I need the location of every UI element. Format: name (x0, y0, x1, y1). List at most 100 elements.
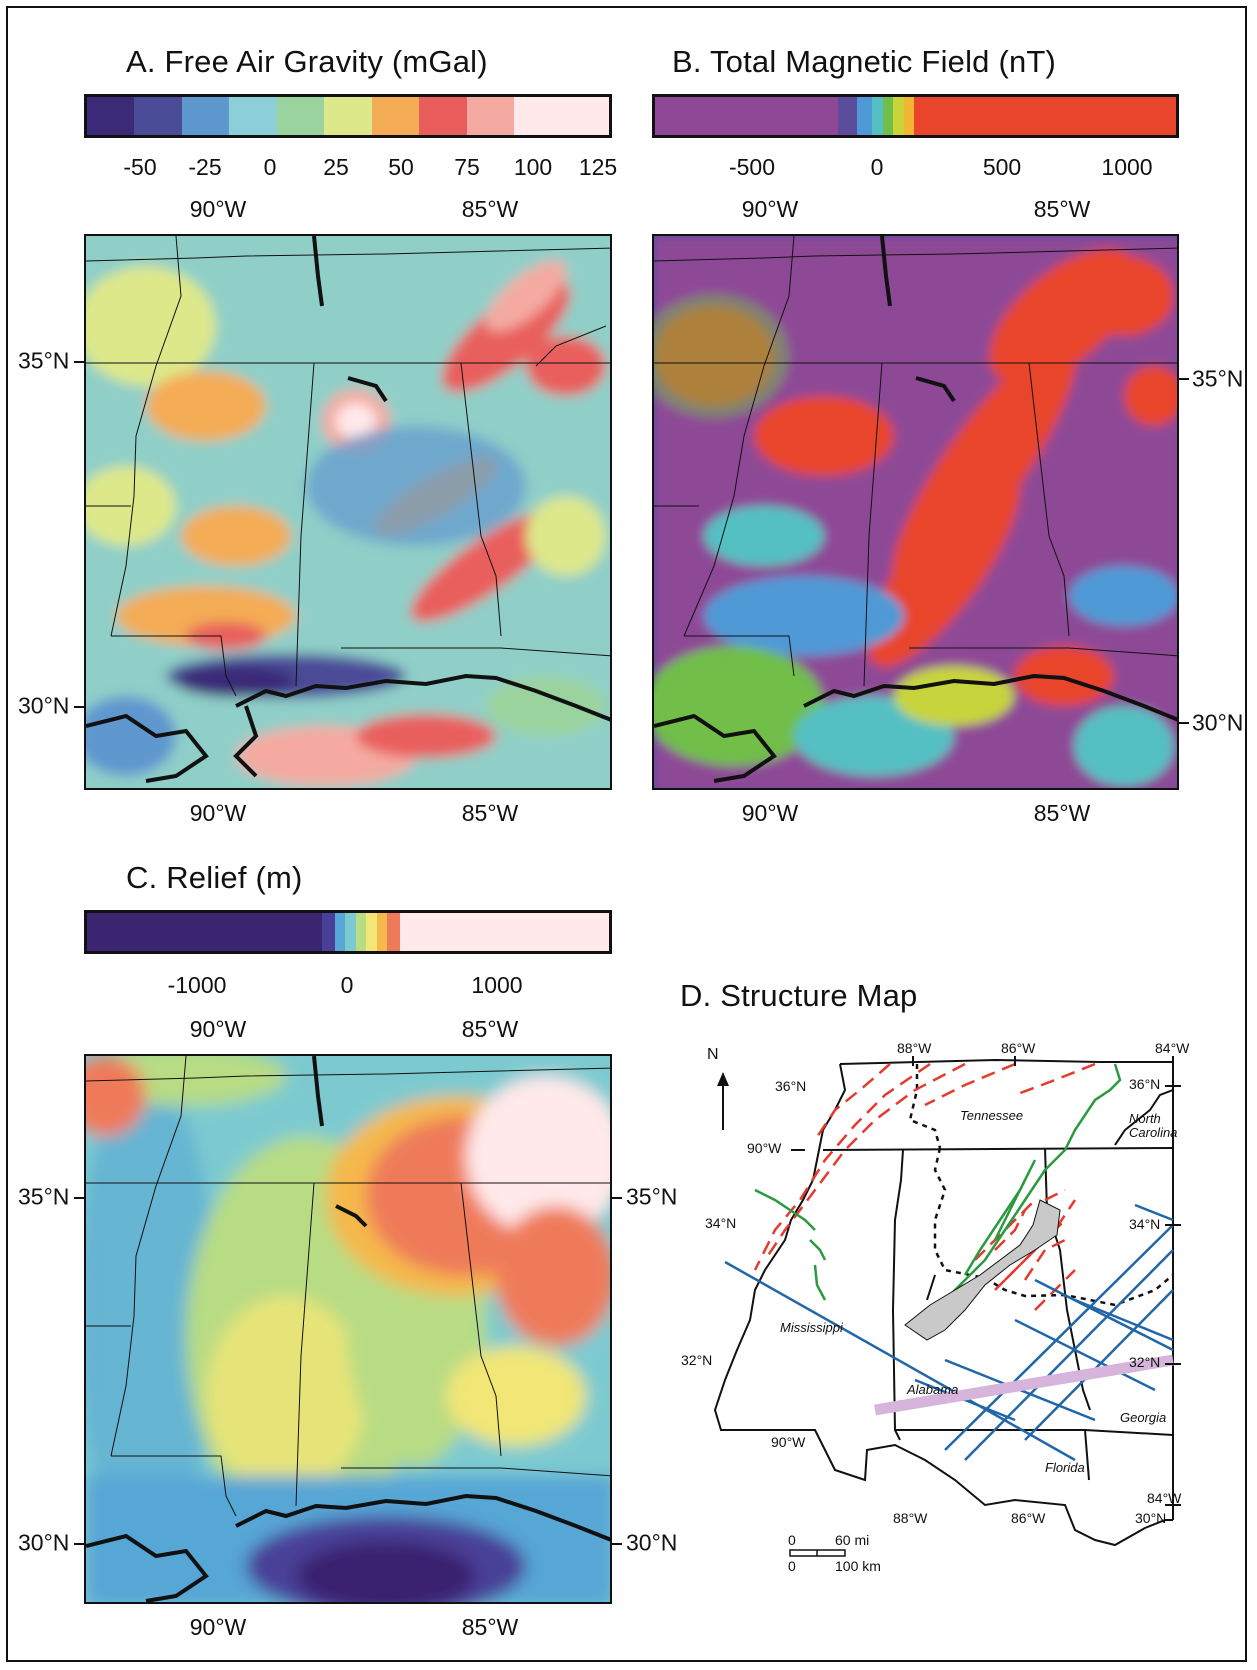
state-label-north-carolina: North Carolina (1129, 1111, 1178, 1140)
lon-label: 90°W (747, 1140, 782, 1156)
state-label-georgia: Georgia (1120, 1410, 1167, 1425)
lon-label-bottom: 90°W (189, 1614, 247, 1640)
gravity-tick: 25 (323, 154, 349, 180)
lat-tick (74, 1543, 84, 1545)
colorbar-segment (903, 97, 915, 135)
gravity-tick: 75 (454, 154, 480, 180)
lat-label-right: 30°N (1192, 709, 1244, 736)
gravity-tick: 125 (578, 154, 618, 180)
state-label-tennessee: Tennessee (960, 1108, 1024, 1123)
lat-label-right: 35°N (1192, 365, 1244, 392)
lon-label-top: 84°W (1155, 1040, 1190, 1056)
figure-frame (6, 6, 1247, 1662)
state-label-florida: Florida (1045, 1460, 1085, 1475)
lon-label-bottom: 85°W (461, 800, 519, 826)
panel-d-title: D. Structure Map (680, 978, 918, 1013)
magnetic-tick: -500 (728, 154, 776, 180)
colorbar-segment (321, 913, 335, 951)
gravity-tick: 50 (388, 154, 414, 180)
lon-label-top: 86°W (1001, 1040, 1036, 1056)
colorbar-segment (655, 97, 839, 135)
lat-label: 36°N (1129, 1076, 1161, 1092)
gravity-map (84, 234, 612, 790)
lat-tick (74, 706, 84, 708)
gravity-tick: 100 (513, 154, 553, 180)
panel-a-title: A. Free Air Gravity (mGal) (126, 44, 488, 79)
lat-label: 32°N (681, 1352, 713, 1368)
colorbar-segment (514, 97, 562, 135)
lat-label: 30°N (1135, 1510, 1167, 1526)
lat-label-right: 35°N (626, 1183, 678, 1210)
lat-tick (1179, 722, 1189, 724)
scale-km-zero: 0 (788, 1558, 796, 1574)
state-label-mississippi: Mississippi (780, 1320, 843, 1335)
colorbar-segment (400, 913, 609, 951)
relief-colorbar (84, 910, 612, 954)
colorbar-segment (466, 97, 515, 135)
colorbar-segment (882, 97, 894, 135)
lat-tick (74, 361, 84, 363)
scale-mi-zero: 0 (788, 1532, 796, 1548)
lon-label-bottom: 85°W (1033, 800, 1091, 826)
colorbar-segment (324, 97, 372, 135)
colorbar-segment (387, 913, 401, 951)
lon-label-bottom: 85°W (461, 1614, 519, 1640)
colorbar-segment (893, 97, 904, 135)
lon-label-top: 85°W (1033, 196, 1091, 222)
lon-label-bottom: 90°W (741, 800, 799, 826)
north-arrow-label: N (707, 1046, 719, 1063)
colorbar-segment (872, 97, 883, 135)
lat-label: 36°N (775, 1078, 807, 1094)
lat-label: 34°N (1129, 1216, 1161, 1232)
lon-label: 84°W (1147, 1490, 1182, 1506)
lon-label: 90°W (771, 1434, 806, 1450)
panel-b-title: B. Total Magnetic Field (nT) (672, 44, 1057, 79)
lon-label-top: 88°W (897, 1040, 932, 1056)
panel-c-title: C. Relief (m) (126, 860, 303, 895)
lat-label-right: 30°N (626, 1529, 678, 1556)
lon-label-top: 90°W (189, 196, 247, 222)
gravity-tick: -50 (123, 154, 157, 180)
lon-label-top: 90°W (741, 196, 799, 222)
structure-map: N 88°W 86°W 84°W 36°N 34°N 32°N 36°N 34°… (681, 1040, 1195, 1590)
colorbar-segment (561, 97, 609, 135)
gravity-colorbar (84, 94, 612, 138)
scale-km-label: 100 km (835, 1558, 881, 1574)
colorbar-segment (355, 913, 367, 951)
lat-label: 34°N (705, 1215, 737, 1231)
colorbar-segment (914, 97, 1176, 135)
lon-label-bottom: 90°W (189, 800, 247, 826)
lat-tick (612, 1543, 622, 1545)
lon-label-top: 85°W (461, 196, 519, 222)
colorbar-segment (856, 97, 873, 135)
relief-tick: 0 (340, 972, 354, 998)
lat-tick (612, 1197, 622, 1199)
colorbar-segment (419, 97, 467, 135)
magnetic-tick: 500 (982, 154, 1022, 180)
colorbar-segment (229, 97, 277, 135)
colorbar-segment (366, 913, 377, 951)
lat-label-left: 35°N (18, 347, 70, 374)
relief-tick: 1000 (471, 972, 523, 998)
magnetic-colorbar (652, 94, 1179, 138)
magnetic-tick: 0 (870, 154, 884, 180)
colorbar-segment (181, 97, 230, 135)
lat-label: 32°N (1129, 1354, 1161, 1370)
lon-label: 86°W (1011, 1510, 1046, 1526)
relief-tick: -1000 (167, 972, 227, 998)
lon-label-top: 90°W (189, 1016, 247, 1042)
gravity-tick: -25 (188, 154, 222, 180)
colorbar-segment (376, 913, 388, 951)
magnetic-tick: 1000 (1101, 154, 1153, 180)
colorbar-segment (87, 913, 322, 951)
state-label-alabama: Alabama (907, 1382, 959, 1397)
lat-label-left: 35°N (18, 1183, 70, 1210)
lat-tick (1179, 378, 1189, 380)
relief-map (84, 1054, 612, 1604)
colorbar-segment (371, 97, 420, 135)
colorbar-segment (345, 913, 356, 951)
colorbar-segment (134, 97, 182, 135)
colorbar-segment (87, 97, 135, 135)
colorbar-segment (334, 913, 346, 951)
lat-label-left: 30°N (18, 692, 70, 719)
